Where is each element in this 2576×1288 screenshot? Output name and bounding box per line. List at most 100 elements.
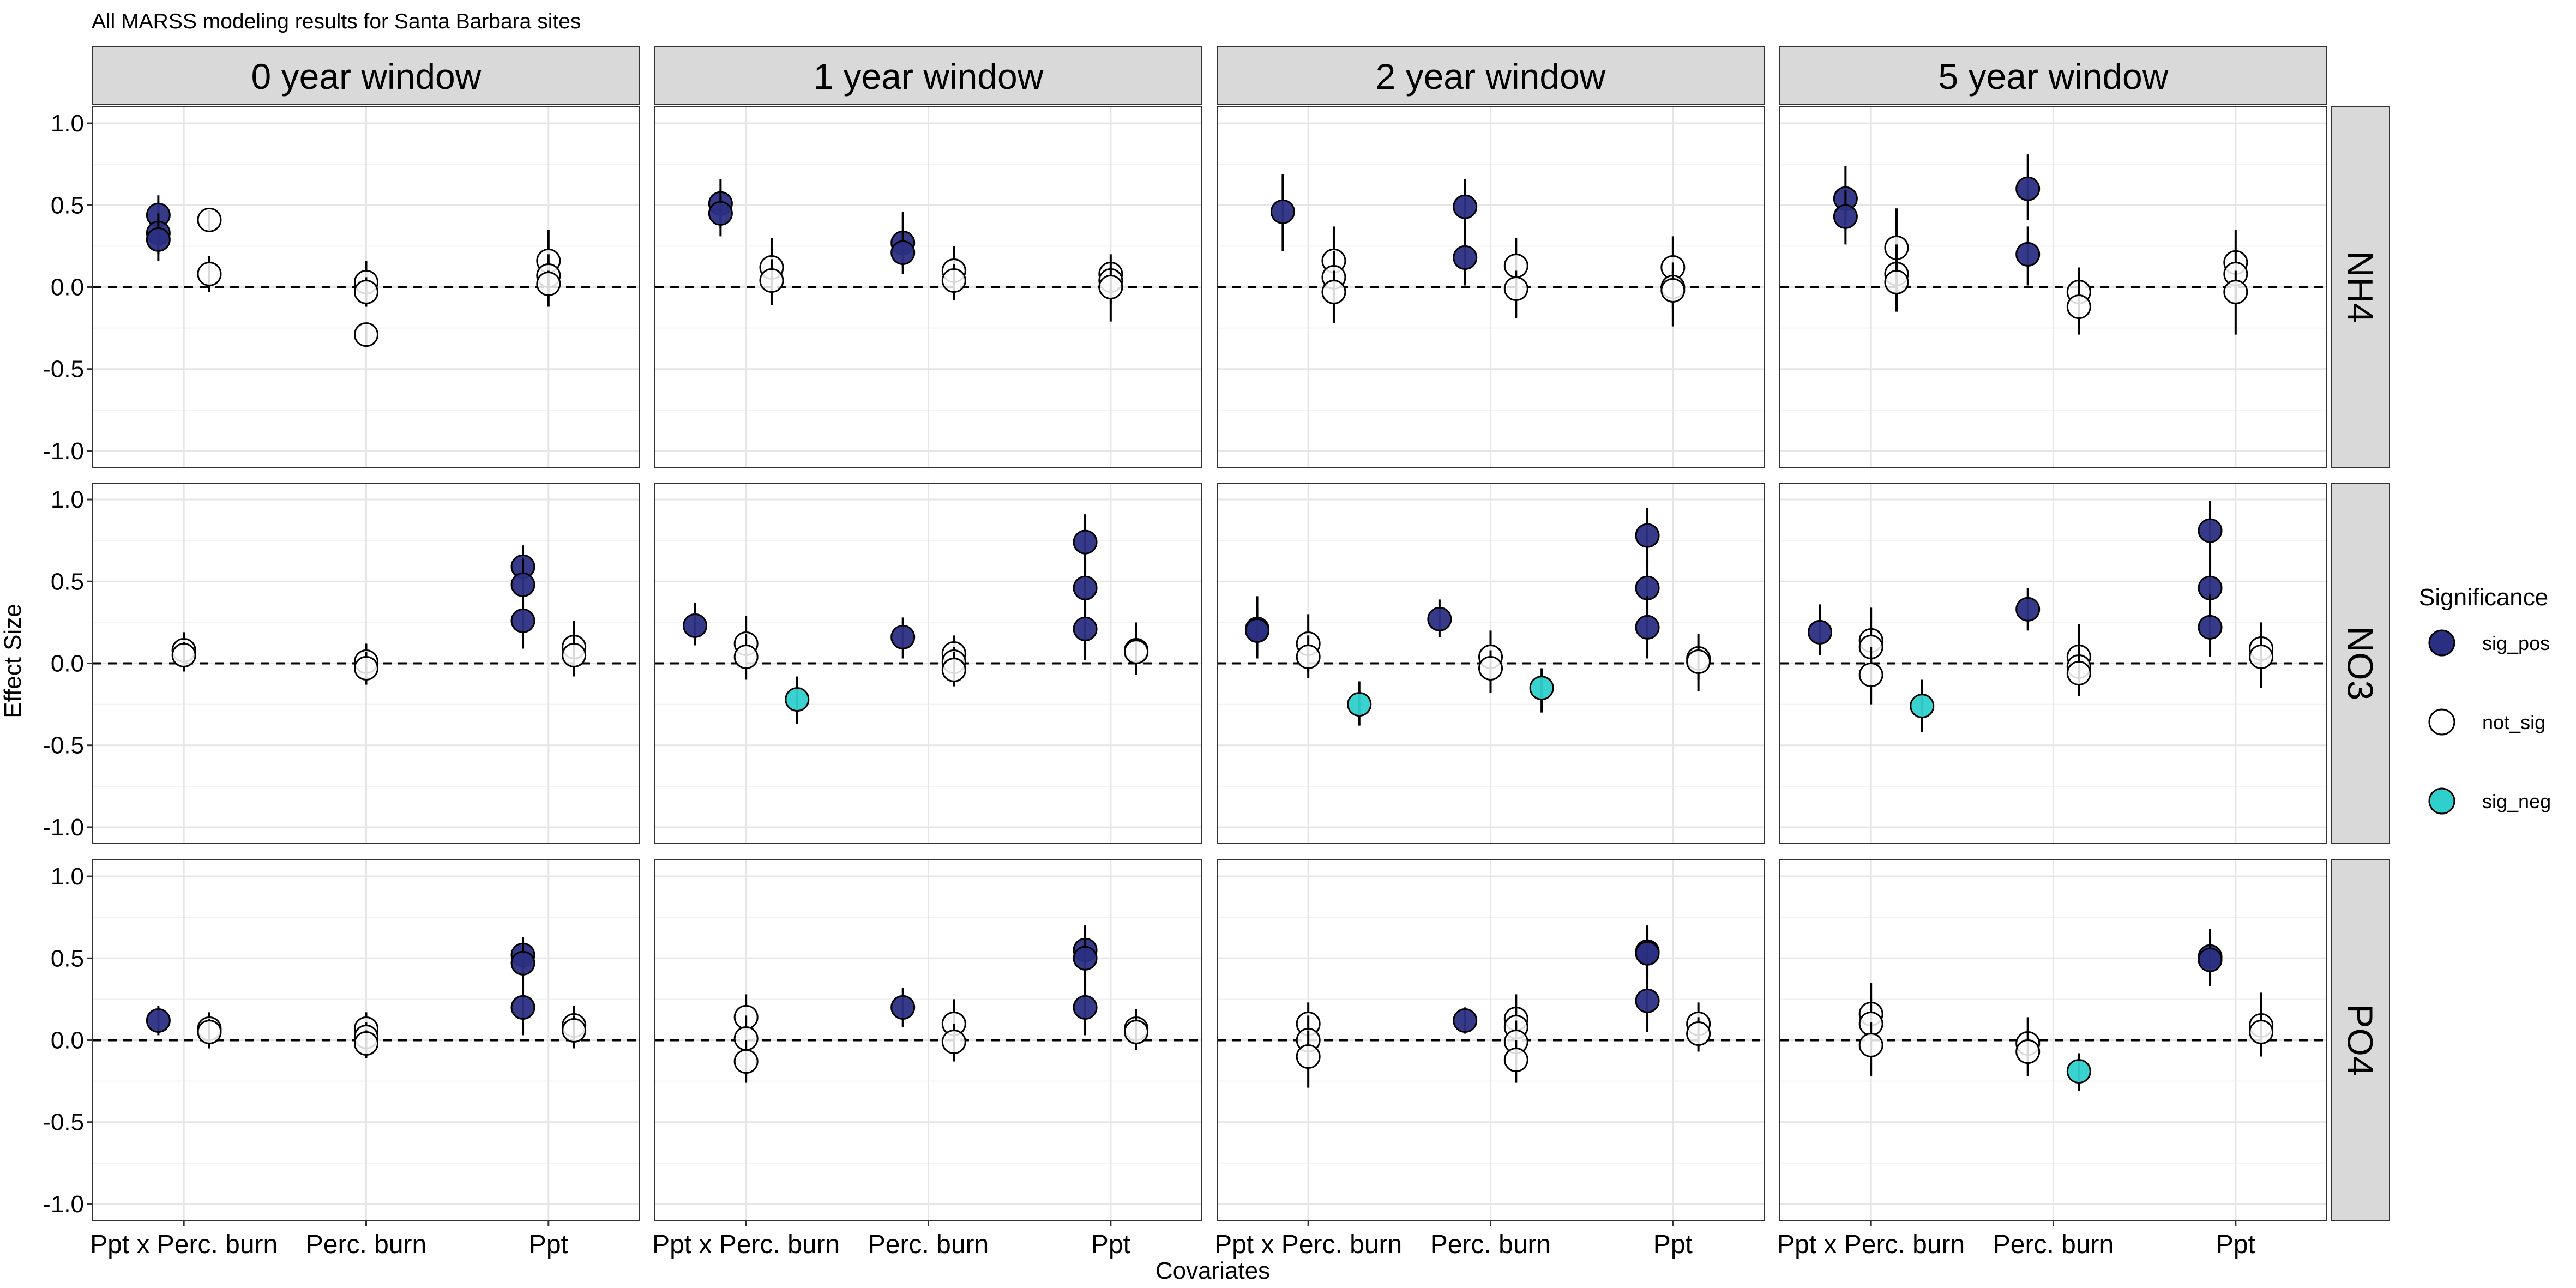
data-point-not-sig — [536, 270, 561, 307]
data-point-not-sig — [1503, 1040, 1528, 1083]
legend-label: not_sig — [2482, 711, 2545, 733]
point-marker — [2198, 518, 2223, 543]
point-marker — [1635, 988, 1660, 1013]
x-tick-label: Ppt x Perc. burn — [652, 1230, 840, 1259]
point-marker — [1453, 194, 1478, 219]
legend-label: sig_pos — [2482, 632, 2550, 654]
data-point-not-sig — [1296, 1030, 1321, 1088]
data-point-not-sig — [733, 634, 759, 680]
point-marker — [1347, 692, 1372, 717]
data-point-not-sig — [1296, 635, 1321, 678]
y-tick-label: -1.0 — [43, 814, 84, 841]
point-marker — [1073, 575, 1098, 600]
facet-strip-nh4 — [2331, 106, 2390, 468]
point-marker — [759, 268, 784, 293]
point-marker — [785, 687, 810, 712]
data-point-not-sig — [2066, 280, 2091, 335]
data-point-not-sig — [197, 256, 222, 292]
point-marker — [1910, 694, 1935, 719]
data-point-sig-pos — [1073, 514, 1098, 574]
point-marker — [2066, 294, 2091, 320]
point-marker — [1884, 269, 1909, 294]
point-marker — [171, 642, 196, 667]
facet-strip-no3 — [2331, 483, 2390, 844]
point-marker — [2015, 597, 2041, 622]
point-marker — [536, 271, 561, 296]
data-point-not-sig — [1478, 650, 1503, 693]
data-point-sig-pos — [2198, 594, 2223, 657]
point-marker — [197, 207, 222, 232]
point-marker — [890, 624, 916, 649]
point-marker — [1124, 639, 1149, 664]
point-marker — [1635, 575, 1660, 600]
x-tick-label: Ppt — [1653, 1230, 1693, 1259]
point-marker — [2198, 615, 2223, 640]
point-marker — [1858, 663, 1883, 688]
x-tick-label: Ppt x Perc. burn — [90, 1230, 278, 1259]
panel-no3-5-year-window — [1779, 483, 2327, 844]
data-point-sig-pos — [683, 603, 708, 646]
data-point-sig-neg — [2066, 1053, 2091, 1091]
x-tick-label: Perc. burn — [1430, 1230, 1551, 1259]
point-marker — [708, 201, 733, 226]
facet-strip-po4 — [2331, 859, 2390, 1221]
data-point-not-sig — [941, 652, 966, 687]
legend-key-not-sig — [2428, 708, 2455, 736]
point-marker — [1073, 946, 1098, 971]
panel-border — [654, 483, 1202, 844]
data-point-not-sig — [941, 264, 966, 300]
point-marker — [1296, 644, 1321, 669]
y-tick-label: 0.5 — [51, 568, 84, 595]
data-point-sig-pos — [1073, 934, 1098, 986]
x-axis-title: Covariates — [1155, 1257, 1270, 1284]
point-marker — [2066, 661, 2091, 686]
point-marker — [354, 1031, 378, 1056]
data-point-not-sig — [1686, 1017, 1711, 1052]
facet-strip-2-year-window — [1217, 46, 1765, 105]
point-marker — [2015, 242, 2041, 267]
data-point-not-sig — [1686, 645, 1711, 680]
point-marker — [1124, 1019, 1149, 1044]
data-point-sig-pos — [1808, 604, 1833, 655]
x-tick-label: Ppt x Perc. burn — [1214, 1230, 1402, 1259]
point-marker — [2249, 644, 2274, 669]
data-point-not-sig — [354, 1030, 378, 1058]
data-point-not-sig — [1124, 1017, 1149, 1049]
facet-strip-label: PO4 — [2340, 1004, 2381, 1076]
legend-label: sig_neg — [2482, 790, 2551, 812]
point-marker — [1321, 280, 1346, 305]
data-point-sig-pos — [1833, 190, 1858, 245]
data-point-sig-neg — [785, 676, 810, 724]
point-marker — [1478, 656, 1503, 681]
data-point-sig-pos — [146, 218, 171, 261]
facet-strip-0-year-window — [92, 46, 640, 105]
point-marker — [1073, 616, 1098, 641]
data-point-not-sig — [1858, 1022, 1883, 1076]
data-point-not-sig — [1858, 647, 1883, 705]
data-point-sig-pos — [1635, 508, 1660, 565]
data-point-sig-pos — [510, 979, 535, 1036]
data-point-not-sig — [354, 322, 378, 347]
y-tick-label: -1.0 — [43, 438, 84, 465]
data-point-not-sig — [354, 277, 378, 307]
point-marker — [1453, 245, 1478, 270]
panel-border — [1779, 483, 2327, 844]
data-point-sig-pos — [1073, 979, 1098, 1036]
data-point-sig-pos — [1453, 1007, 1478, 1034]
point-marker — [1503, 276, 1528, 302]
data-point-sig-pos — [2015, 588, 2041, 631]
y-tick-label: -1.0 — [43, 1191, 84, 1218]
data-point-not-sig — [1124, 637, 1149, 670]
data-point-not-sig — [733, 1040, 759, 1083]
point-marker — [733, 644, 759, 669]
data-point-not-sig — [1503, 270, 1528, 318]
data-point-sig-pos — [1270, 174, 1295, 251]
panel-border — [1779, 106, 2327, 468]
data-point-sig-neg — [1529, 668, 1554, 713]
point-marker — [510, 608, 535, 633]
point-marker — [2198, 947, 2223, 972]
point-marker — [1635, 941, 1660, 966]
data-point-not-sig — [2015, 1030, 2041, 1076]
y-tick-label: -0.5 — [43, 1109, 84, 1136]
